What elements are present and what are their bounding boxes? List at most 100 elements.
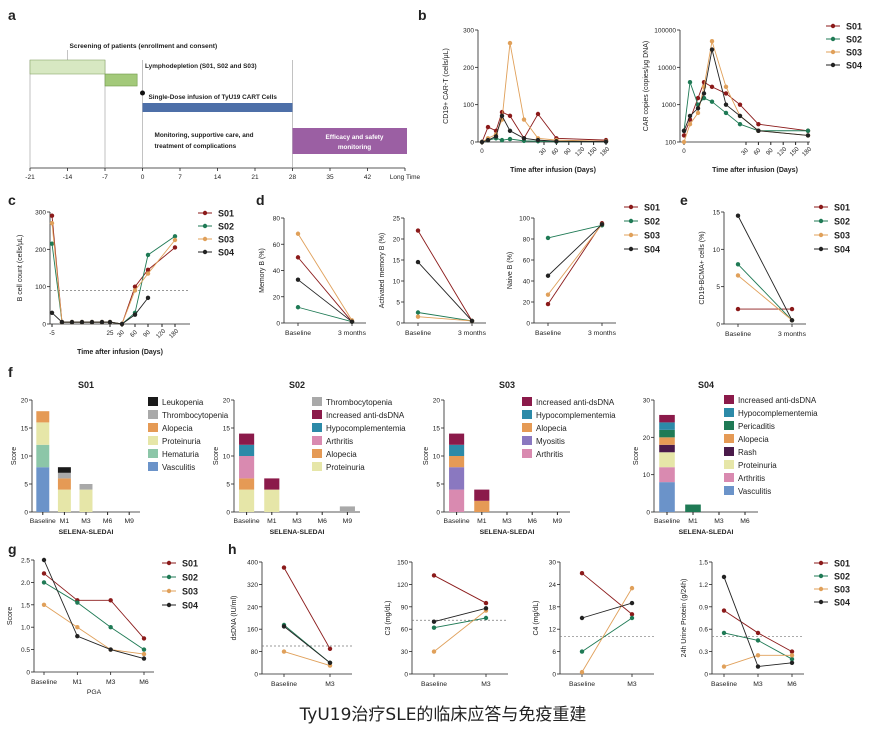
y-tick-label: 0: [42, 322, 46, 329]
y-axis-title: Score: [213, 447, 220, 465]
y-tick-label: 2.5: [21, 558, 30, 565]
legend-label: Increased anti-dsDNA: [738, 396, 817, 405]
data-point-s04: [687, 113, 693, 119]
bar-segment: [57, 478, 71, 490]
y-tick-label: 120: [397, 582, 408, 589]
legend-swatch: [148, 436, 158, 445]
timeline-tick-label: 21: [251, 174, 259, 181]
data-point-s02: [483, 615, 489, 621]
series-line-s01: [581, 572, 633, 615]
x-tick-label: M1: [73, 679, 83, 686]
x-tick-label: 120: [155, 327, 168, 340]
data-point-s04: [709, 47, 715, 52]
y-axis-title: C4 (mg/dL): [533, 600, 540, 635]
bar-segment: [239, 444, 255, 456]
legend-swatch: [724, 486, 734, 495]
series-line-s01: [283, 567, 331, 650]
data-point-s01: [281, 565, 287, 570]
y-tick-label: 5: [24, 482, 28, 489]
legend-marker-s04: [818, 599, 824, 605]
y-tick-label: 0: [716, 322, 720, 329]
bar-segment: [239, 433, 255, 445]
legend-marker-s02: [818, 218, 824, 224]
legend-label: Proteinuria: [326, 463, 365, 472]
y-tick-label: 18: [549, 604, 557, 611]
data-point-s04: [79, 319, 85, 325]
legend-label: Alopecia: [326, 450, 357, 459]
y-tick-label: 20: [523, 300, 531, 307]
legend-marker-s03: [628, 232, 634, 238]
y-tick-label: 100: [35, 284, 46, 291]
bar-segment: [36, 422, 50, 445]
legend-marker-s01: [818, 560, 824, 566]
data-point-s01: [735, 306, 741, 312]
legend-label: Increased anti-dsDNA: [536, 398, 615, 407]
data-point-s04: [469, 318, 475, 324]
legend-swatch: [724, 408, 734, 417]
x-tick-label: 3 months: [588, 330, 617, 337]
timeline-tick-label: 42: [364, 174, 372, 181]
y-tick-label: 10: [393, 279, 401, 286]
legend-marker-s04: [166, 602, 172, 608]
legend-label-s03: S03: [182, 587, 198, 597]
legend-label-s02: S02: [644, 217, 660, 227]
series-line-s03: [283, 651, 331, 667]
panel-letter-c: c: [8, 192, 16, 208]
legend-label-s02: S02: [182, 573, 198, 583]
series-line-s02: [51, 235, 176, 325]
legend-swatch: [522, 397, 532, 406]
data-point-s02: [172, 234, 178, 239]
data-point-s01: [789, 306, 795, 312]
data-point-s01: [535, 111, 541, 117]
legend-marker-s03: [166, 588, 172, 594]
legend-label: Hypocomplementemia: [738, 409, 818, 418]
timeline-tick-label: 35: [326, 174, 334, 181]
data-point-s04: [483, 606, 489, 611]
legend-marker-s02: [166, 574, 172, 580]
data-point-s03: [545, 292, 551, 297]
data-point-s04: [493, 134, 499, 139]
series-line-s03: [43, 604, 145, 655]
timeline-tick-label: Long Time: [390, 174, 421, 181]
y-tick-label: 20: [21, 398, 29, 405]
bar-segment: [264, 478, 280, 490]
legend-label-s03: S03: [644, 231, 660, 241]
phase-label-screening: Screening of patients (enrollment and co…: [70, 43, 218, 50]
data-point-s02: [687, 79, 693, 85]
y-tick-label: 80: [523, 237, 531, 244]
data-point-s04: [507, 128, 513, 133]
y-tick-label: 0: [704, 672, 708, 679]
bar-segment: [449, 489, 465, 512]
x-tick-label: 90: [142, 329, 152, 339]
y-tick-label: 15: [21, 426, 29, 433]
data-point-s01: [579, 571, 585, 576]
data-point-s02: [735, 262, 741, 267]
y-tick-label: 400: [247, 560, 258, 567]
series-line-s04: [43, 559, 145, 659]
data-point-s03: [695, 110, 701, 116]
x-tick-label: -5: [49, 330, 55, 337]
x-tick-label: Baseline: [271, 681, 297, 688]
legend-swatch: [724, 473, 734, 482]
bar-segment: [659, 452, 675, 468]
series-line-s03: [297, 233, 353, 321]
bar-segment: [659, 467, 675, 483]
series-line-s04: [737, 215, 793, 321]
legend-swatch: [724, 395, 734, 404]
bar-segment: [449, 467, 465, 490]
series-line-s04: [297, 279, 353, 323]
legend-swatch: [522, 410, 532, 419]
x-tick-label: M9: [343, 518, 353, 525]
data-point-s04: [75, 633, 80, 639]
y-tick-label: 40: [273, 268, 281, 275]
y-tick-label: 1.5: [699, 560, 708, 567]
timeline-tick-label: -21: [25, 174, 35, 181]
data-point-s04: [579, 615, 585, 621]
data-point-s04: [695, 106, 701, 111]
legend-marker-s04: [628, 246, 634, 252]
data-point-s04: [479, 139, 485, 145]
series-line-s01: [51, 215, 176, 325]
data-point-s04: [327, 660, 333, 665]
data-point-s02: [145, 252, 151, 258]
